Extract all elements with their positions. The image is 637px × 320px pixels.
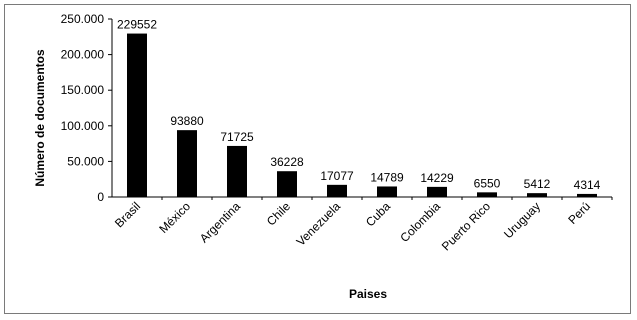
y-tick-label: 0 bbox=[97, 190, 104, 204]
x-category-label: Chile bbox=[264, 199, 293, 228]
x-category-label: Argentina bbox=[197, 199, 243, 245]
y-tick-label: 100.000 bbox=[61, 119, 105, 133]
bar bbox=[577, 193, 597, 197]
data-label: 6550 bbox=[474, 176, 501, 190]
data-label: 36228 bbox=[270, 155, 304, 169]
x-category-label: México bbox=[156, 199, 193, 236]
data-label: 93880 bbox=[170, 114, 204, 128]
y-tick-label: 250.000 bbox=[61, 12, 105, 26]
y-tick-label: 50.000 bbox=[67, 154, 104, 168]
data-label: 17077 bbox=[320, 169, 354, 183]
x-axis-title: Paises bbox=[349, 287, 387, 301]
x-category-label: Puerto Rico bbox=[439, 199, 493, 253]
bar bbox=[177, 130, 197, 197]
data-labels: 229552 93880 71725 36228 17077 14789 14229 6550… bbox=[117, 18, 601, 192]
data-label: 4314 bbox=[574, 178, 601, 192]
data-label: 14789 bbox=[370, 170, 404, 184]
bar bbox=[327, 184, 347, 197]
data-label: 5412 bbox=[524, 177, 551, 191]
bar bbox=[527, 193, 547, 197]
y-tick-label: 200.000 bbox=[61, 48, 105, 62]
bar bbox=[377, 186, 397, 197]
bar bbox=[227, 145, 247, 197]
bar bbox=[427, 186, 447, 197]
bar bbox=[277, 171, 297, 197]
data-label: 71725 bbox=[220, 130, 254, 144]
x-category-label: Cuba bbox=[363, 199, 393, 229]
x-category-label: Brasil bbox=[112, 199, 143, 230]
bars bbox=[127, 33, 597, 197]
bar bbox=[477, 192, 497, 197]
y-axis-title: Número de documentos bbox=[33, 49, 47, 187]
x-axis: Brasil México Argentina Chile Venezuela Cuba C… bbox=[112, 196, 613, 253]
x-category-label: Perú bbox=[565, 199, 593, 227]
data-label: 14229 bbox=[420, 171, 454, 185]
chart-frame bbox=[4, 4, 631, 314]
x-category-label: Colombia bbox=[397, 199, 443, 245]
x-category-label: Venezuela bbox=[294, 199, 344, 249]
bar bbox=[127, 33, 147, 197]
data-label: 229552 bbox=[117, 18, 157, 32]
y-axis: 0 50.000 100.000 150.000 200.000 250.000 bbox=[61, 12, 113, 204]
x-category-label: Uruguay bbox=[501, 199, 543, 241]
y-tick-label: 150.000 bbox=[61, 83, 105, 97]
